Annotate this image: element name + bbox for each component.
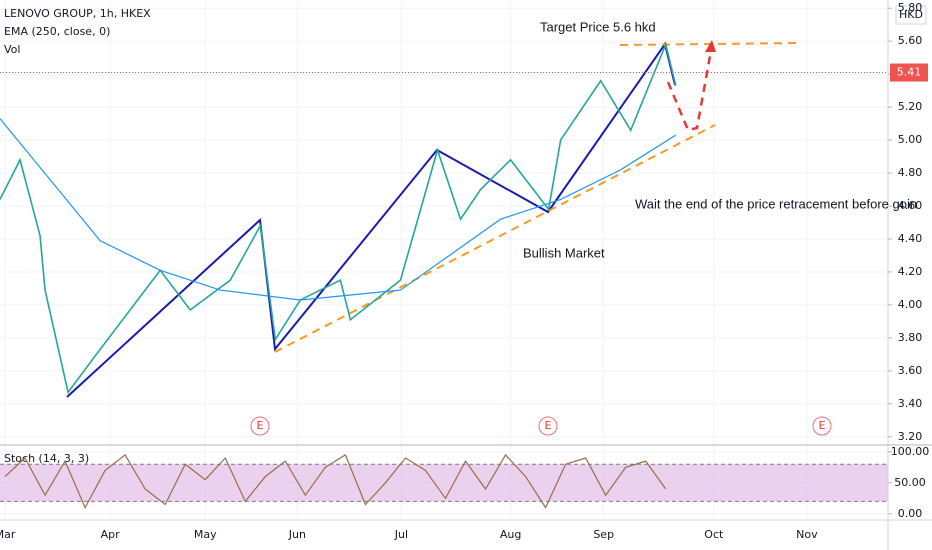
y-tick-label: 3.20 xyxy=(898,430,923,443)
earnings-label: E xyxy=(819,419,826,432)
x-tick-label: Apr xyxy=(101,528,121,541)
y-tick-label: 100.00 xyxy=(891,445,930,458)
x-tick-label: Sep xyxy=(593,528,614,541)
earnings-marker[interactable] xyxy=(812,416,832,436)
y-tick-label: 5.00 xyxy=(898,133,923,146)
y-tick-label: 4.40 xyxy=(898,232,923,245)
indicator-label: Stoch (14, 3, 3) xyxy=(4,452,89,465)
currency-label: HKD xyxy=(899,8,923,21)
x-tick-label: Mar xyxy=(0,528,16,541)
series-line xyxy=(0,41,677,395)
x-tick-label: Nov xyxy=(796,528,818,541)
y-tick-label: 4.80 xyxy=(898,166,923,179)
last-price-tag xyxy=(890,63,928,82)
annotation: Bullish Market xyxy=(523,245,605,260)
trend-line xyxy=(274,124,716,353)
y-tick-label: 0.00 xyxy=(898,507,923,520)
projection-arrow xyxy=(705,40,716,52)
indicator-label: EMA (250, close, 0) xyxy=(4,25,110,38)
indicator-label: Vol xyxy=(4,43,20,56)
earnings-marker[interactable] xyxy=(538,416,558,436)
x-tick-label: Oct xyxy=(704,528,724,541)
series-line xyxy=(0,118,677,301)
series-line xyxy=(4,453,667,509)
y-tick-label: 4.00 xyxy=(898,298,923,311)
x-tick-label: Jul xyxy=(394,528,408,541)
grid xyxy=(0,0,888,520)
y-tick-label: 5.20 xyxy=(898,100,923,113)
last-price-label: 5.41 xyxy=(897,66,922,79)
symbol-title: LENOVO GROUP, 1h, HKEX xyxy=(4,7,151,20)
projection-path xyxy=(666,44,714,132)
annotation: Wait the end of the price retracement be… xyxy=(635,196,917,211)
y-tick-label: 5.80 xyxy=(898,1,923,14)
y-tick-label: 4.20 xyxy=(898,265,923,278)
currency-badge[interactable] xyxy=(895,5,927,25)
earnings-label: E xyxy=(545,419,552,432)
earnings-marker[interactable] xyxy=(250,416,270,436)
x-tick-label: May xyxy=(194,528,217,541)
y-tick-label: 3.60 xyxy=(898,364,923,377)
y-tick-label: 50.00 xyxy=(894,476,926,489)
x-tick-label: Jun xyxy=(288,528,306,541)
x-tick-label: Aug xyxy=(500,528,521,541)
y-tick-label: 3.80 xyxy=(898,331,923,344)
earnings-markers: E E E xyxy=(250,416,832,436)
annotation: Target Price 5.6 hkd xyxy=(540,19,656,34)
y-tick-label: 4.60 xyxy=(898,199,923,212)
y-tick-label: 5.60 xyxy=(898,34,923,47)
y-tick-label: 3.40 xyxy=(898,397,923,410)
earnings-label: E xyxy=(257,419,264,432)
